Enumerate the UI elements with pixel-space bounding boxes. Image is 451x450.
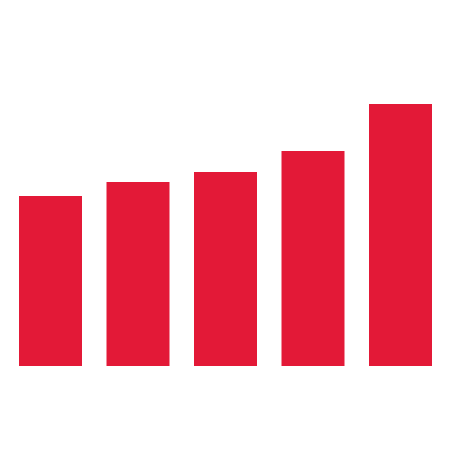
bar-4 xyxy=(281,151,345,366)
bar-3 xyxy=(194,172,257,366)
bars-group xyxy=(19,104,432,366)
bar-2 xyxy=(106,182,170,366)
bar-1 xyxy=(19,196,82,366)
bar-5 xyxy=(369,104,432,366)
